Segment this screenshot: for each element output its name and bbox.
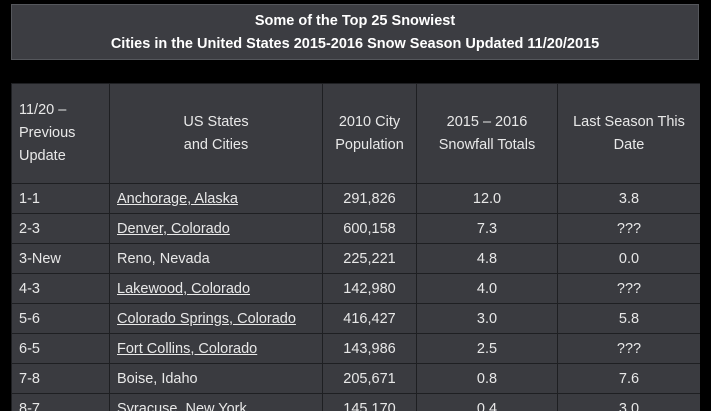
snowfall-table-container: 11/20 – Previous Update US States and Ci… <box>11 83 711 411</box>
cell-city: Colorado Springs, Colorado <box>109 303 323 334</box>
cell-last-season: 0.0 <box>557 243 701 274</box>
cell-rank: 1-1 <box>11 183 110 214</box>
cell-population: 143,986 <box>322 333 417 364</box>
snowfall-table: 11/20 – Previous Update US States and Ci… <box>11 83 701 411</box>
city-link[interactable]: Denver, Colorado <box>117 220 230 237</box>
cell-city: Fort Collins, Colorado <box>109 333 323 364</box>
header-last-season: Last Season This Date <box>557 83 701 184</box>
cell-snowfall: 4.8 <box>416 243 558 274</box>
cell-rank: 5-6 <box>11 303 110 334</box>
cell-population: 225,221 <box>322 243 417 274</box>
cell-last-season: ??? <box>557 213 701 244</box>
cell-city: Boise, Idaho <box>109 363 323 394</box>
title-line-2: Cities in the United States 2015-2016 Sn… <box>110 36 600 52</box>
cell-last-season: 7.6 <box>557 363 701 394</box>
cell-population: 145,170 <box>322 393 417 411</box>
cell-snowfall: 4.0 <box>416 273 558 304</box>
header-population: 2010 City Population <box>322 83 417 184</box>
table-row: 8-7 Syracuse, New York 145,170 0.4 3.0 <box>11 393 701 411</box>
city-link[interactable]: Colorado Springs, Colorado <box>117 310 296 327</box>
cell-snowfall: 0.4 <box>416 393 558 411</box>
cell-snowfall: 12.0 <box>416 183 558 214</box>
cell-snowfall: 3.0 <box>416 303 558 334</box>
city-link[interactable]: Lakewood, Colorado <box>117 280 251 297</box>
table-row: 5-6 Colorado Springs, Colorado 416,427 3.0 5… <box>11 303 701 334</box>
table-row: 6-5 Fort Collins, Colorado 143,986 2.5??? <box>11 333 701 364</box>
cell-rank: 3-New <box>11 243 110 274</box>
city-link[interactable]: Fort Collins, Colorado <box>117 340 258 357</box>
cell-last-season: ??? <box>557 273 701 304</box>
table-row: 3-New Reno, Nevada 225,221 4.8 0.0 <box>11 243 701 274</box>
cell-snowfall: 7.3 <box>416 213 558 244</box>
cell-last-season: 5.8 <box>557 303 701 334</box>
cell-snowfall: 2.5 <box>416 333 558 364</box>
page-edge <box>700 83 711 411</box>
cell-rank: 2-3 <box>11 213 110 244</box>
table-row: 7-8 Boise, Idaho 205,671 0.8 7.6 <box>11 363 701 394</box>
header-rank: 11/20 – Previous Update <box>11 83 110 184</box>
table-row: 4-3 Lakewood, Colorado 142,980 4.0??? <box>11 273 701 304</box>
table-row: 2-3 Denver, Colorado 600,158 7.3??? <box>11 213 701 244</box>
cell-snowfall: 0.8 <box>416 363 558 394</box>
table-body: 1-1 Anchorage, Alaska 291,826 12.0 3.8 2-3 Den… <box>11 183 701 411</box>
cell-last-season: 3.0 <box>557 393 701 411</box>
cell-population: 416,427 <box>322 303 417 334</box>
table-title: Some of the Top 25 Snowiest Cities in th… <box>11 4 699 60</box>
cell-rank: 8-7 <box>11 393 110 411</box>
cell-population: 205,671 <box>322 363 417 394</box>
title-line-1: Some of the Top 25 Snowiest <box>254 13 456 29</box>
cell-population: 291,826 <box>322 183 417 214</box>
cell-rank: 7-8 <box>11 363 110 394</box>
cell-population: 142,980 <box>322 273 417 304</box>
table-row: 1-1 Anchorage, Alaska 291,826 12.0 3.8 <box>11 183 701 214</box>
header-snowfall: 2015 – 2016 Snowfall Totals <box>416 83 558 184</box>
header-city: US States and Cities <box>109 83 323 184</box>
cell-last-season: ??? <box>557 333 701 364</box>
cell-city: Denver, Colorado <box>109 213 323 244</box>
city-link[interactable]: Anchorage, Alaska <box>117 190 238 207</box>
table-header-row: 11/20 – Previous Update US States and Ci… <box>11 83 701 184</box>
cell-rank: 4-3 <box>11 273 110 304</box>
cell-city: Lakewood, Colorado <box>109 273 323 304</box>
cell-city: Reno, Nevada <box>109 243 323 274</box>
cell-city: Syracuse, New York <box>109 393 323 411</box>
cell-last-season: 3.8 <box>557 183 701 214</box>
cell-population: 600,158 <box>322 213 417 244</box>
cell-city: Anchorage, Alaska <box>109 183 323 214</box>
cell-rank: 6-5 <box>11 333 110 364</box>
